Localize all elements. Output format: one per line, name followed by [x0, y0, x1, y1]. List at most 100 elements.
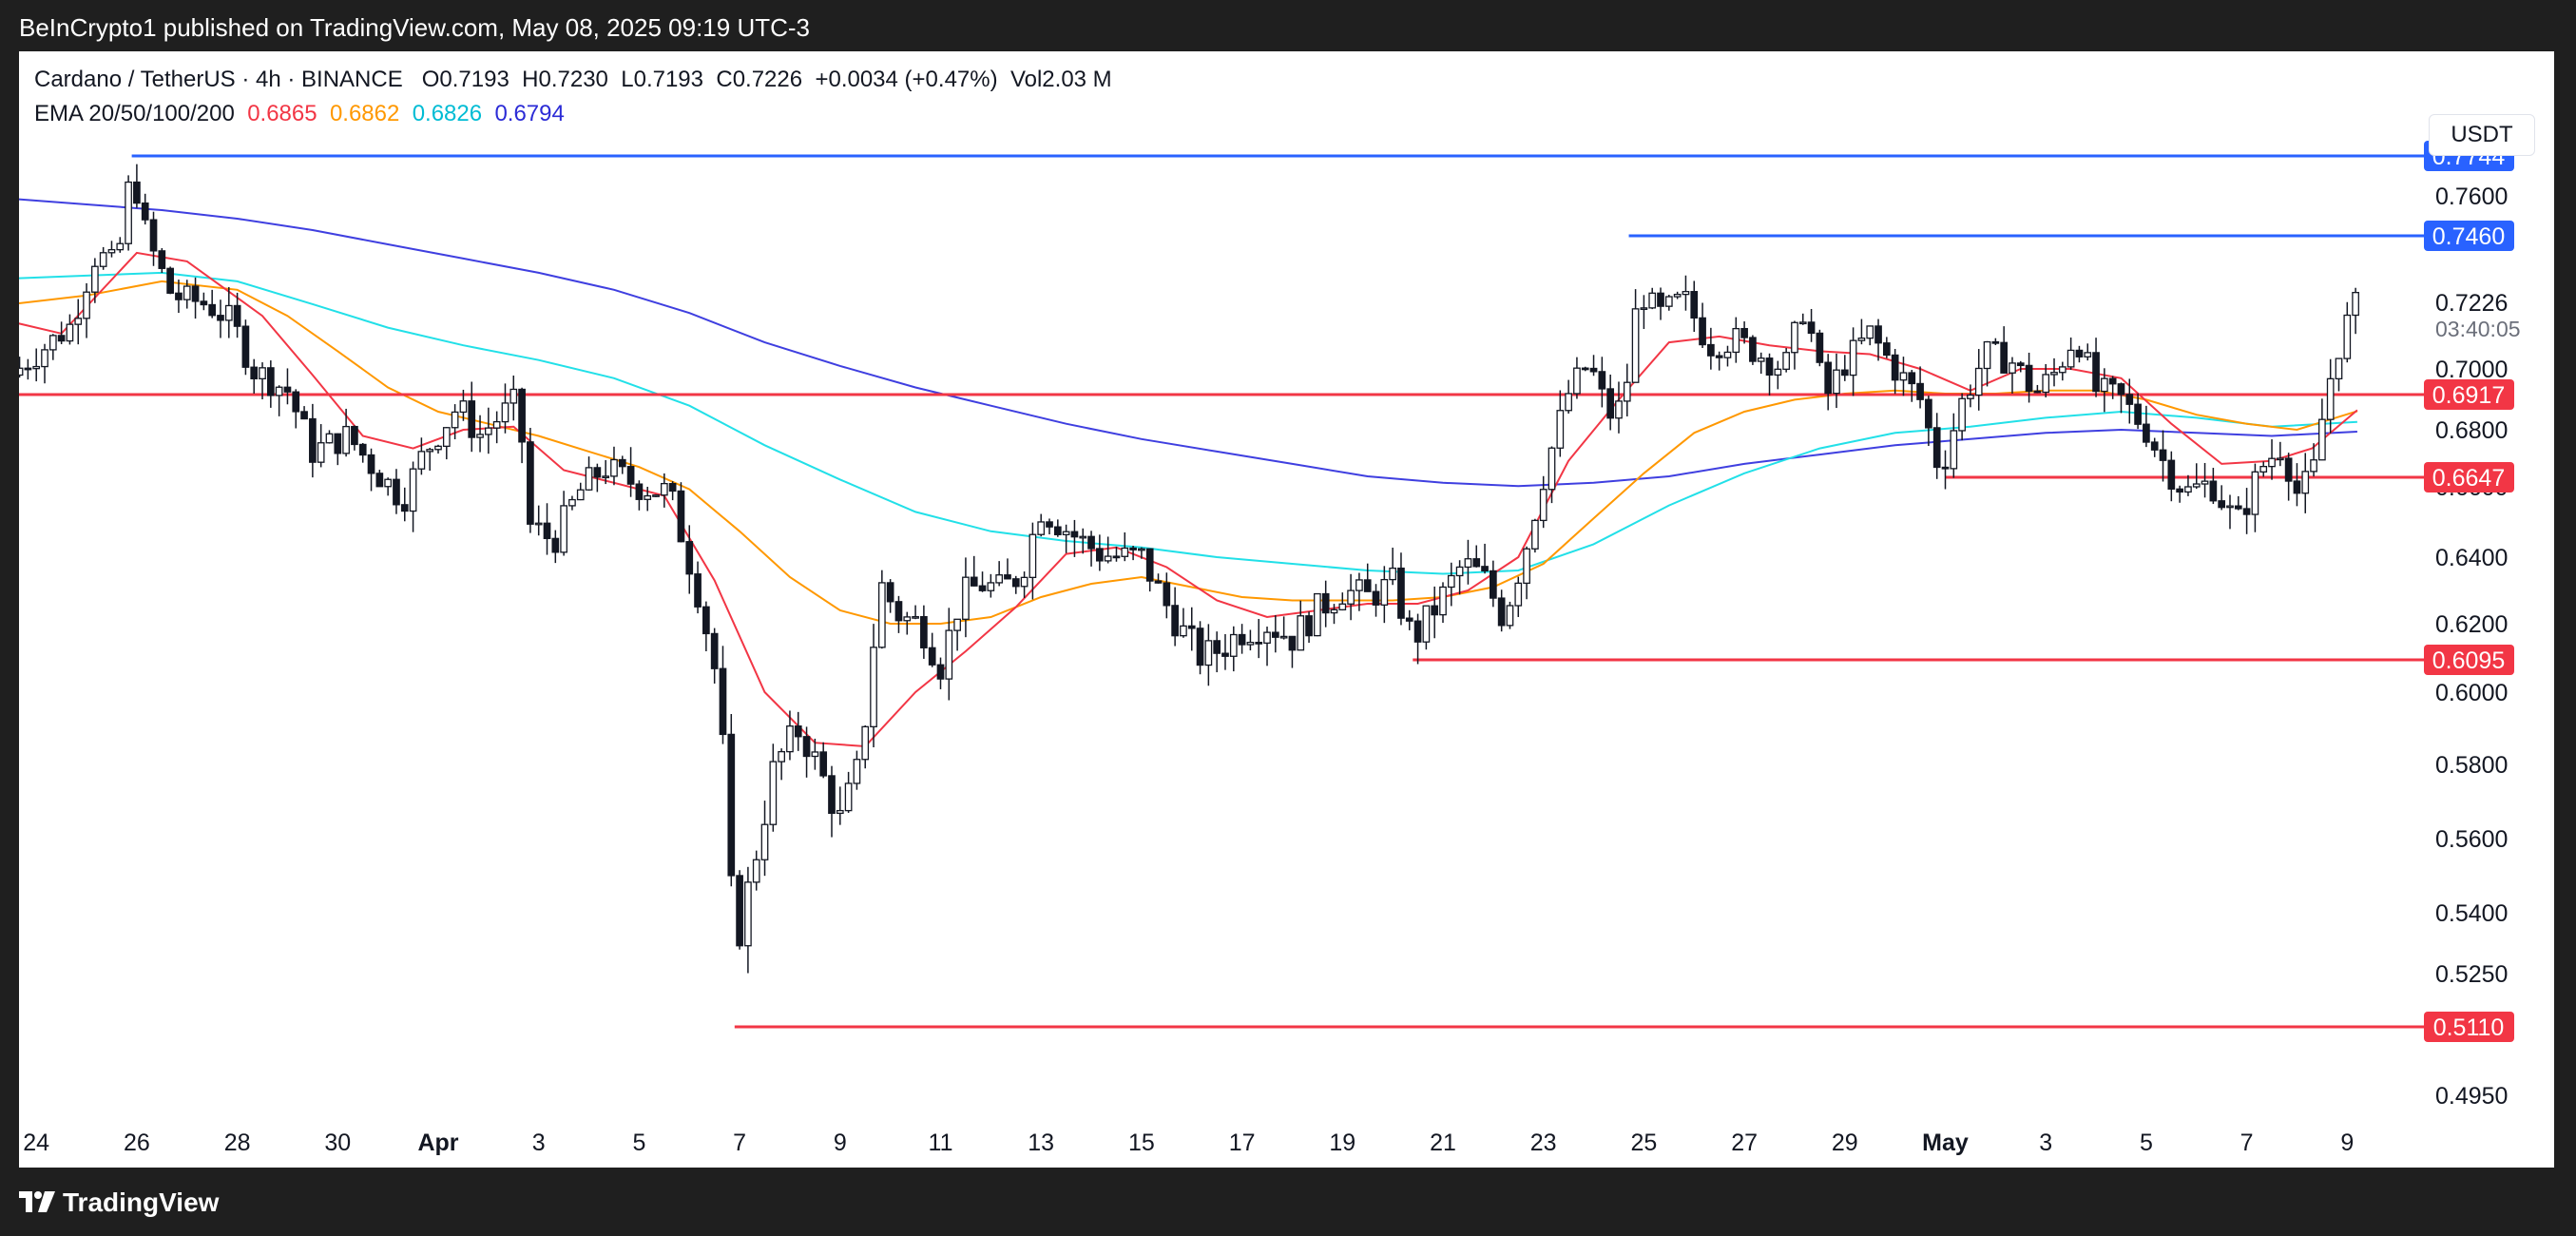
candle-261[interactable]: [2201, 462, 2209, 498]
candle-190[interactable]: [1606, 374, 1615, 431]
candle-158[interactable]: [1338, 592, 1347, 611]
candle-135[interactable]: [1145, 548, 1154, 592]
candle-64[interactable]: [551, 530, 560, 564]
candle-238[interactable]: [2009, 357, 2016, 394]
candle-236[interactable]: [1991, 338, 2000, 345]
candle-128[interactable]: [1087, 531, 1095, 567]
candle-220[interactable]: [1857, 319, 1866, 345]
candle-25[interactable]: [224, 286, 233, 338]
candle-203[interactable]: [1715, 351, 1723, 371]
candle-243[interactable]: [2050, 357, 2058, 387]
candle-15[interactable]: [141, 193, 149, 225]
candle-61[interactable]: [527, 427, 534, 533]
candle-218[interactable]: [1840, 355, 1849, 381]
candle-38[interactable]: [334, 433, 342, 466]
candle-248[interactable]: [2092, 338, 2100, 397]
currency-selector[interactable]: USDT: [2429, 114, 2535, 156]
candle-118[interactable]: [1004, 558, 1011, 580]
candle-65[interactable]: [560, 491, 567, 556]
candle-277[interactable]: [2335, 357, 2343, 392]
candle-89[interactable]: [760, 801, 769, 877]
candle-71[interactable]: [610, 446, 618, 486]
candle-257[interactable]: [2167, 451, 2176, 502]
candle-125[interactable]: [1062, 524, 1070, 553]
candle-67[interactable]: [576, 482, 585, 501]
tradingview-logo[interactable]: TradingView: [19, 1186, 219, 1218]
candle-155[interactable]: [1314, 592, 1321, 637]
candle-252[interactable]: [2125, 378, 2134, 424]
candle-163[interactable]: [1380, 566, 1389, 624]
candle-94[interactable]: [802, 726, 811, 778]
candle-10[interactable]: [99, 246, 107, 270]
candle-117[interactable]: [995, 561, 1004, 587]
candle-181[interactable]: [1531, 518, 1539, 553]
candle-100[interactable]: [853, 750, 861, 790]
candle-75[interactable]: [644, 486, 652, 512]
candle-172[interactable]: [1455, 560, 1464, 595]
candle-224[interactable]: [1891, 349, 1899, 395]
candle-239[interactable]: [2016, 360, 2025, 373]
candle-18[interactable]: [166, 266, 174, 295]
candle-221[interactable]: [1866, 325, 1874, 346]
candle-93[interactable]: [794, 711, 802, 751]
candle-271[interactable]: [2284, 453, 2293, 501]
candle-85[interactable]: [727, 714, 736, 887]
candle-40[interactable]: [351, 425, 358, 451]
candle-79[interactable]: [677, 482, 685, 543]
candle-77[interactable]: [660, 473, 668, 508]
candle-197[interactable]: [1664, 295, 1673, 311]
candle-235[interactable]: [1983, 340, 1991, 387]
candle-134[interactable]: [1138, 547, 1145, 559]
candle-105[interactable]: [894, 595, 903, 633]
candle-130[interactable]: [1104, 536, 1112, 564]
candle-50[interactable]: [434, 444, 442, 454]
candle-142[interactable]: [1204, 624, 1213, 686]
candle-8[interactable]: [83, 282, 90, 338]
candle-109[interactable]: [928, 632, 936, 667]
candle-207[interactable]: [1749, 335, 1757, 365]
candle-90[interactable]: [769, 744, 778, 832]
ema200-line[interactable]: [19, 198, 2357, 488]
candle-210[interactable]: [1774, 360, 1782, 390]
candle-267[interactable]: [2251, 463, 2259, 532]
candle-37[interactable]: [325, 430, 334, 444]
candle-72[interactable]: [618, 455, 626, 474]
candle-124[interactable]: [1053, 519, 1062, 537]
candle-143[interactable]: [1213, 631, 1221, 673]
candle-232[interactable]: [1958, 393, 1966, 441]
candle-230[interactable]: [1941, 450, 1950, 490]
candle-48[interactable]: [417, 437, 426, 475]
candle-30[interactable]: [266, 360, 275, 408]
candle-22[interactable]: [200, 292, 208, 311]
candle-169[interactable]: [1431, 586, 1439, 639]
candle-81[interactable]: [694, 561, 702, 614]
candle-188[interactable]: [1589, 355, 1598, 377]
candle-99[interactable]: [844, 771, 853, 813]
candle-112[interactable]: [953, 618, 961, 651]
candle-62[interactable]: [534, 505, 543, 536]
candle-177[interactable]: [1497, 589, 1506, 632]
candle-11[interactable]: [107, 241, 116, 258]
candle-51[interactable]: [442, 427, 451, 460]
candle-136[interactable]: [1154, 573, 1163, 584]
candle-260[interactable]: [2192, 463, 2201, 490]
level-badge-3[interactable]: 0.6647: [2424, 462, 2514, 492]
candle-255[interactable]: [2150, 437, 2159, 457]
candle-272[interactable]: [2293, 463, 2301, 507]
candle-92[interactable]: [786, 710, 794, 761]
candle-247[interactable]: [2084, 343, 2092, 361]
candle-160[interactable]: [1355, 572, 1363, 611]
candle-58[interactable]: [501, 383, 509, 434]
candle-126[interactable]: [1070, 519, 1079, 557]
candle-180[interactable]: [1523, 546, 1530, 600]
candle-245[interactable]: [2067, 338, 2075, 371]
candle-14[interactable]: [133, 164, 141, 208]
candle-133[interactable]: [1129, 546, 1137, 561]
candle-153[interactable]: [1297, 600, 1305, 651]
candle-144[interactable]: [1221, 633, 1229, 670]
candle-103[interactable]: [877, 570, 886, 649]
candle-121[interactable]: [1028, 522, 1037, 600]
candle-7[interactable]: [74, 299, 83, 345]
chart-panel[interactable]: 0.76000.70000.68000.66000.64000.62000.60…: [19, 51, 2554, 1168]
candle-240[interactable]: [2025, 352, 2033, 403]
